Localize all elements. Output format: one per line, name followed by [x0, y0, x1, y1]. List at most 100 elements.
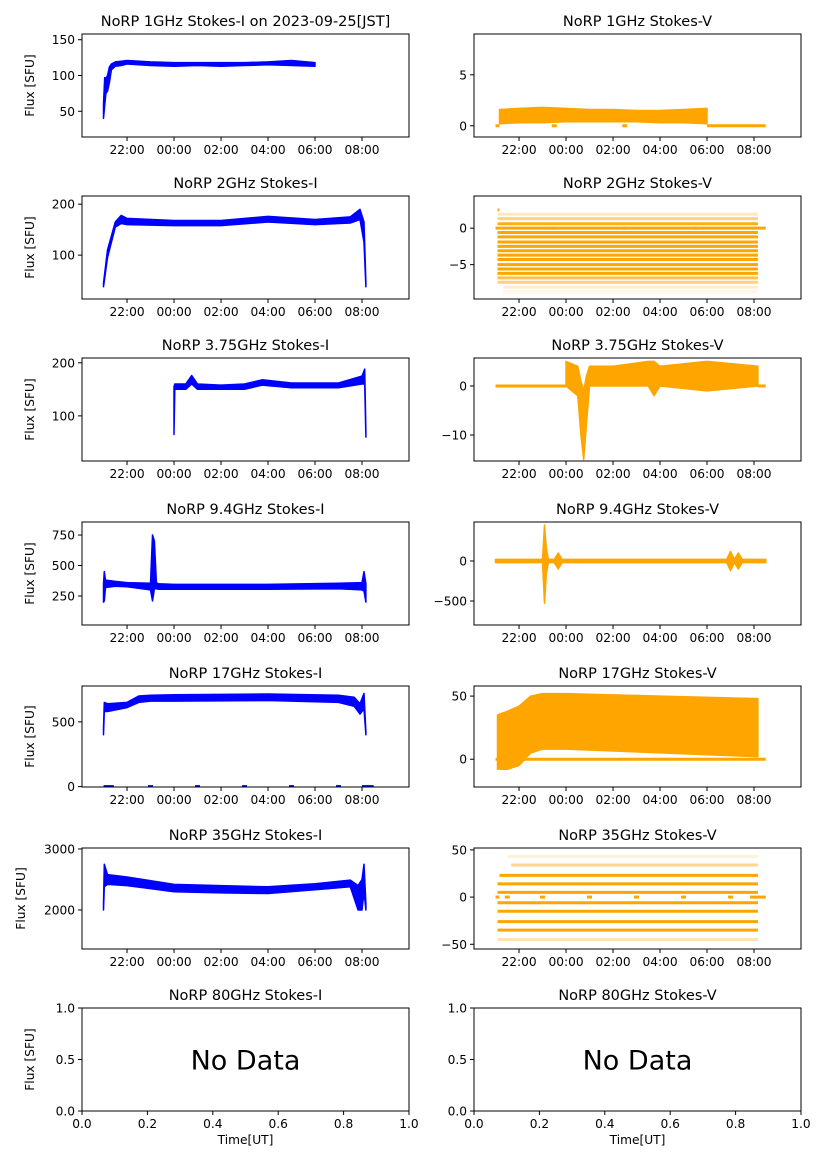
x-tick-label: 22:00	[109, 955, 144, 969]
x-tick-label: 06:00	[297, 143, 332, 157]
x-tick-label: 02:00	[203, 955, 238, 969]
subplot-11: 22:00 00:00 02:00 04:00 06:00 08:00 2000 3000 No…	[14, 828, 410, 969]
x-tick-label: 02:00	[203, 793, 238, 807]
subplot-2: 22:00 00:00 02:00 04:00 06:00 08:00 0 5 NoRP 1GH…	[459, 14, 802, 157]
x-tick-label: 06:00	[297, 305, 332, 319]
x-tick-label: 0.8	[334, 1117, 353, 1131]
y-tick-label: 50	[451, 843, 467, 857]
data-point-zero	[108, 785, 114, 787]
plot-area	[495, 854, 766, 942]
x-tick-label: 0.2	[530, 1117, 549, 1131]
subplot-title: NoRP 9.4GHz Stokes-I	[166, 502, 324, 518]
x-tick-label: 06:00	[297, 793, 332, 807]
plot-area	[102, 534, 367, 603]
x-tick-label: 00:00	[548, 143, 583, 157]
data-point-zero	[587, 895, 593, 899]
y-tick-label: 3000	[44, 842, 75, 856]
subplot-title: NoRP 3.75GHz Stokes-I	[162, 338, 329, 354]
y-axis-label: Flux [SFU]	[23, 705, 37, 767]
x-axis-label: Time[UT]	[609, 1133, 666, 1147]
x-tick-label: 08:00	[736, 793, 771, 807]
plot-area	[495, 208, 766, 294]
subplot-12: 22:00 00:00 02:00 04:00 06:00 08:00 50 0 −50 NoRP…	[441, 828, 802, 969]
x-tick-label: 22:00	[501, 631, 536, 645]
x-tick-label: 08:00	[736, 143, 771, 157]
x-tick-label: 00:00	[548, 631, 583, 645]
x-tick-label: 0.4	[203, 1117, 223, 1131]
plot-area	[102, 863, 367, 911]
y-axis-label: Flux [SFU]	[23, 378, 37, 440]
data-points-band	[102, 534, 367, 603]
plot-area	[494, 524, 767, 605]
axes-frame	[473, 847, 802, 950]
y-tick-label: 50	[451, 690, 467, 704]
axes-frame	[473, 685, 802, 788]
x-tick-label: 22:00	[501, 467, 536, 481]
x-tick-label: 00:00	[548, 793, 583, 807]
x-tick-label: 00:00	[548, 467, 583, 481]
y-tick-label: 100	[52, 249, 75, 263]
data-point-zero	[242, 785, 248, 787]
plot-area	[173, 368, 367, 438]
axes-frame	[81, 195, 410, 300]
x-tick-label: 04:00	[250, 631, 285, 645]
subplot-title: NoRP 17GHz Stokes-V	[558, 666, 716, 682]
axes-frame	[81, 33, 410, 138]
x-tick-label: 06:00	[297, 631, 332, 645]
data-point-zero	[504, 895, 510, 899]
x-tick-label: 08:00	[736, 305, 771, 319]
subplot-title: NoRP 1GHz Stokes-V	[563, 14, 712, 30]
y-tick-label: 0	[459, 554, 467, 568]
subplot-14: 0.0 0.2 0.4 0.6 0.8 1.0 0.0 0.5 1.0 NoRP 80GHz St…	[448, 988, 811, 1147]
x-tick-label: 06:00	[297, 955, 332, 969]
x-tick-label: 22:00	[501, 955, 536, 969]
y-axis-label: Flux [SFU]	[14, 867, 28, 929]
y-tick-label: 100	[52, 409, 75, 423]
x-tick-label: 06:00	[689, 631, 724, 645]
x-tick-label: 04:00	[642, 305, 677, 319]
y-tick-label: 0	[459, 753, 467, 767]
y-tick-label: 1.0	[448, 1002, 467, 1016]
y-tick-label: −10	[441, 429, 467, 443]
y-tick-label: 2000	[44, 903, 75, 917]
x-tick-label: 02:00	[595, 631, 630, 645]
data-points-band	[102, 59, 316, 120]
x-tick-label: 08:00	[344, 143, 379, 157]
x-tick-label: 06:00	[689, 955, 724, 969]
x-tick-label: 00:00	[548, 305, 583, 319]
subplot-5: 22:00 00:00 02:00 04:00 06:00 08:00 100 200 NoRP…	[23, 338, 410, 481]
x-tick-label: 08:00	[344, 467, 379, 481]
data-point-zero	[289, 785, 295, 787]
data-point-zero	[540, 895, 546, 899]
x-tick-label: 04:00	[250, 793, 285, 807]
x-tick-label: 04:00	[642, 143, 677, 157]
data-point-zero	[551, 124, 557, 128]
x-tick-label: 06:00	[689, 793, 724, 807]
x-tick-label: 06:00	[689, 305, 724, 319]
subplot-title: NoRP 80GHz Stokes-I	[169, 988, 323, 1004]
x-tick-label: 04:00	[250, 467, 285, 481]
y-tick-label: 0.0	[448, 1105, 467, 1119]
subplot-title: NoRP 3.75GHz Stokes-V	[551, 338, 723, 354]
x-tick-label: 04:00	[642, 955, 677, 969]
y-tick-label: 0.5	[56, 1053, 75, 1067]
subplot-title: NoRP 35GHz Stokes-I	[169, 828, 323, 844]
y-axis-label: Flux [SFU]	[23, 54, 37, 116]
y-tick-label: 100	[52, 69, 75, 83]
axes-frame	[81, 685, 410, 788]
x-tick-label: 02:00	[203, 143, 238, 157]
y-tick-label: 0	[459, 222, 467, 236]
x-tick-label: 02:00	[203, 305, 238, 319]
y-tick-label: 0.0	[56, 1105, 75, 1119]
x-axis-label: Time[UT]	[217, 1133, 274, 1147]
data-point-zero	[634, 895, 640, 899]
axes-frame	[81, 521, 410, 626]
subplot-title: NoRP 17GHz Stokes-I	[169, 666, 323, 682]
data-point-zero	[622, 226, 628, 230]
x-tick-label: 06:00	[689, 467, 724, 481]
x-tick-label: 02:00	[595, 467, 630, 481]
x-tick-label: 04:00	[642, 793, 677, 807]
subplot-title: NoRP 9.4GHz Stokes-V	[556, 502, 719, 518]
subplot-title: NoRP 35GHz Stokes-V	[558, 828, 716, 844]
x-tick-label: 02:00	[203, 467, 238, 481]
